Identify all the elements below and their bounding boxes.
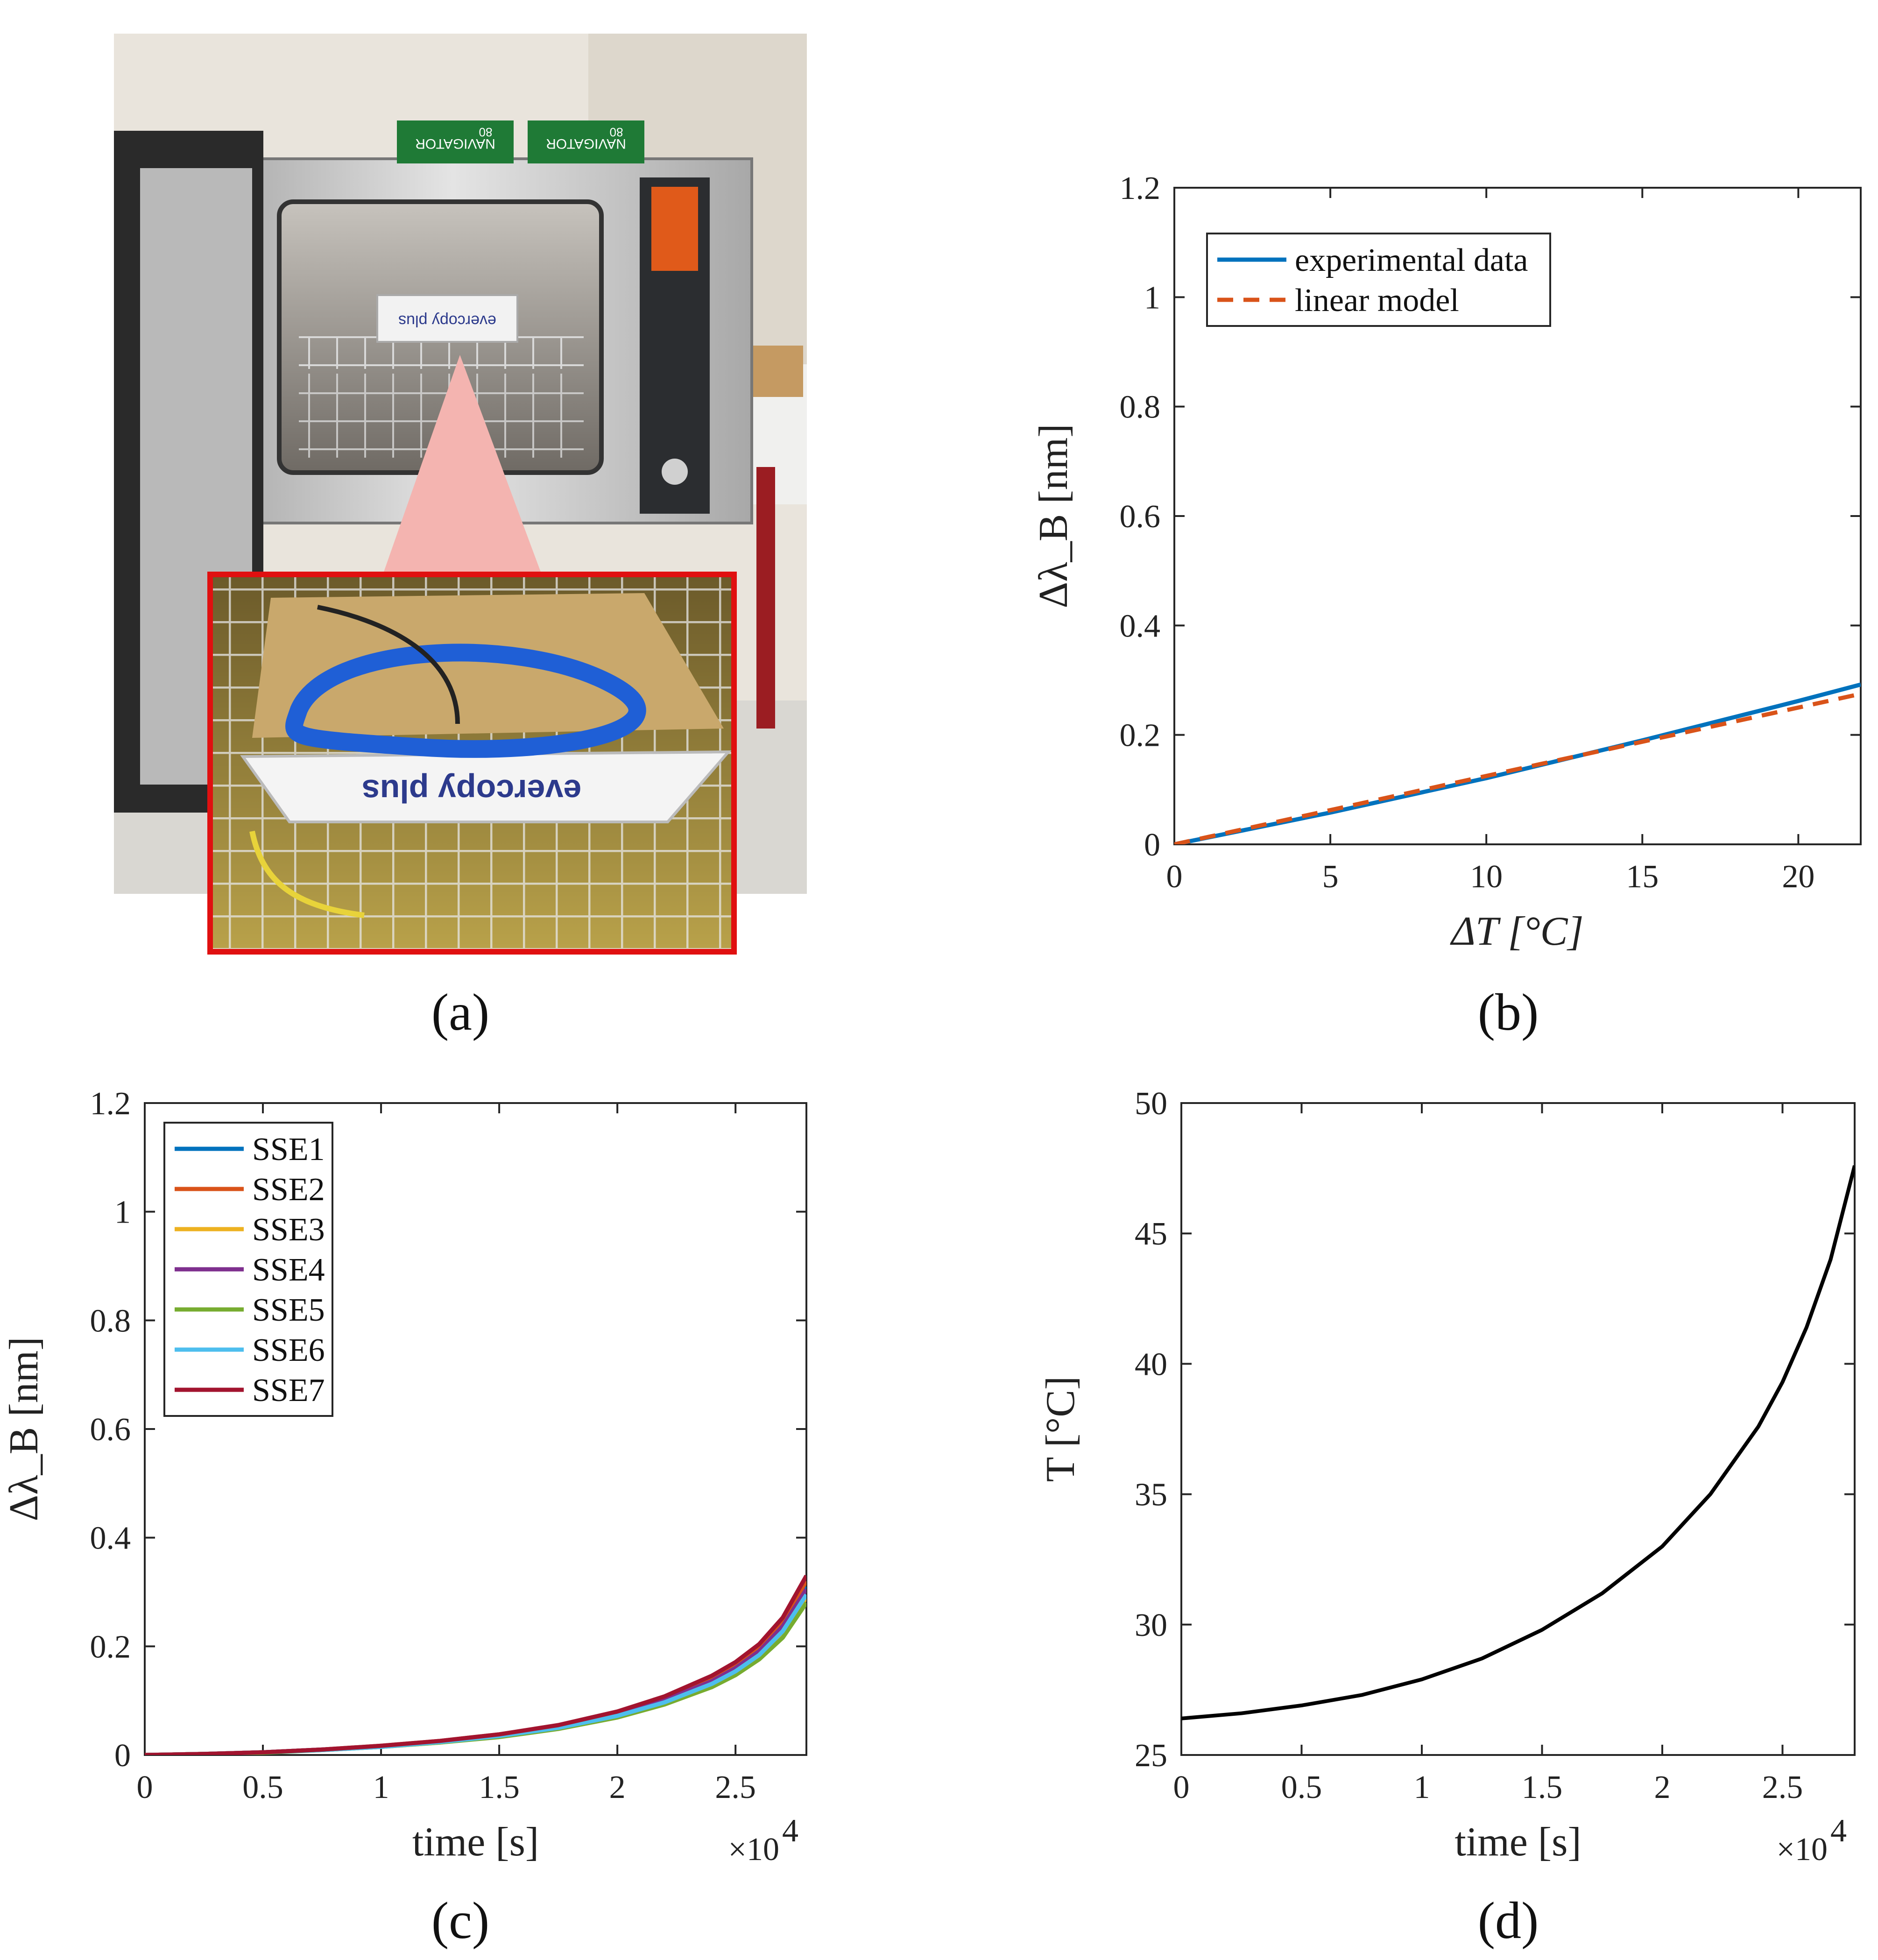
- y-tick-label: 0.8: [90, 1303, 131, 1339]
- x-tick-label: 0: [1173, 1769, 1190, 1805]
- legend-label: SSE6: [252, 1332, 325, 1368]
- x-axis-label: time [s]: [412, 1819, 539, 1865]
- inset-box-front: [240, 750, 732, 823]
- x-tick-label: 0: [137, 1769, 153, 1805]
- y-axis-label: Δλ_B [nm]: [1031, 424, 1076, 608]
- paper-ream-2: [528, 120, 644, 163]
- inset-border: [207, 572, 737, 955]
- x-tick-label: 1: [373, 1769, 389, 1805]
- y-tick-label: 50: [1135, 1086, 1167, 1122]
- plot-frame: [1180, 1102, 1856, 1756]
- paper-ream-1: [397, 120, 514, 163]
- panel-d-caption: (d): [1478, 1892, 1539, 1950]
- paper-ream-2-label: NAVIGATOR: [546, 136, 626, 151]
- inset-patch-cord: [249, 830, 365, 918]
- inset-sensor-ring: [285, 644, 646, 758]
- y-tick-label: 30: [1135, 1607, 1167, 1643]
- series-line-linear-model: [1174, 692, 1861, 844]
- control-knob: [662, 459, 688, 485]
- y-tick-label: 1: [1144, 280, 1160, 316]
- panel-a-photo: evercopy plus NAVIGATOR NAVIGATOR 80 80 …: [114, 34, 807, 1041]
- x-tick-label: 15: [1626, 859, 1659, 895]
- y-tick-label: 0.6: [1120, 499, 1161, 535]
- x-tick-label: 1: [1414, 1769, 1430, 1805]
- panel-c-caption: (c): [431, 1892, 489, 1950]
- y-tick-label: 1.2: [90, 1086, 131, 1122]
- inset-box-text: evercopy plus: [362, 773, 582, 809]
- x-tick-label: 20: [1782, 859, 1814, 895]
- x-tick-label: 0.5: [1281, 1769, 1322, 1805]
- paper-ream-1-label: NAVIGATOR: [415, 136, 495, 151]
- y-tick-label: 25: [1135, 1738, 1167, 1774]
- chart-b: 0 5 10 15 20 0 0.2 0.4 0.6 0.8 1 1.2 ΔT [°C] Δλ_B [nm…: [1031, 170, 1862, 954]
- y-tick-label: 1.2: [1120, 170, 1161, 206]
- x-scale-exponent: 4: [1830, 1813, 1847, 1849]
- x-scale-exponent: 4: [782, 1813, 798, 1849]
- x-tick-label: 2: [609, 1769, 626, 1805]
- y-tick-label: 0.4: [1120, 608, 1161, 644]
- panel-a-caption: (a): [431, 984, 489, 1041]
- panel-b-caption: (b): [1478, 984, 1539, 1041]
- zoom-callout: [383, 355, 542, 574]
- table-leg: [756, 467, 775, 729]
- legend-label: SSE1: [252, 1132, 325, 1168]
- y-tick-label: 35: [1135, 1477, 1167, 1513]
- control-panel-display: [651, 187, 698, 271]
- y-tick-label: 0: [1144, 827, 1160, 863]
- legend-label: SSE7: [252, 1373, 325, 1408]
- box-in-oven: [376, 294, 518, 343]
- legend-label: SSE2: [252, 1172, 325, 1208]
- chart-d: 0 0.5 1 1.5 2 2.5 25 30 35 40 45 50 time [s] T [°C] ×1…: [1038, 1086, 1856, 1868]
- y-tick-label: 0.2: [90, 1629, 131, 1665]
- x-tick-label: 1.5: [1522, 1769, 1563, 1805]
- y-tick-label: 0.4: [90, 1521, 131, 1557]
- y-tick-label: 0.8: [1120, 389, 1161, 425]
- series-line-temperature: [1181, 1165, 1855, 1720]
- y-tick-label: 0.6: [90, 1412, 131, 1448]
- y-tick-label: 0.2: [1120, 718, 1161, 754]
- x-tick-label: 2.5: [1762, 1769, 1803, 1805]
- paper-ream-2-count: 80: [610, 125, 623, 139]
- y-tick-label: 45: [1135, 1216, 1167, 1252]
- y-axis-label: Δλ_B [nm]: [1, 1337, 47, 1521]
- legend-box: [1206, 233, 1551, 327]
- x-scale-multiplier: ×10: [728, 1832, 779, 1868]
- legend-label: SSE4: [252, 1252, 325, 1288]
- y-tick-label: 1: [114, 1195, 131, 1231]
- x-tick-label: 2: [1654, 1769, 1671, 1805]
- x-axis-label: time [s]: [1454, 1819, 1581, 1865]
- x-tick-label: 0: [1166, 859, 1183, 895]
- series-line-sse7: [145, 1574, 806, 1755]
- x-scale-multiplier: ×10: [1777, 1832, 1828, 1868]
- x-tick-label: 2.5: [715, 1769, 756, 1805]
- inset-fiber-cable: [317, 605, 460, 724]
- legend-label: linear model: [1295, 283, 1459, 318]
- paper-ream-1-count: 80: [479, 125, 493, 139]
- y-tick-label: 0: [114, 1738, 131, 1774]
- y-tick-label: 40: [1135, 1346, 1167, 1382]
- legend-label: SSE5: [252, 1292, 325, 1328]
- y-axis-label: T [°C]: [1038, 1376, 1083, 1482]
- x-tick-label: 0.5: [242, 1769, 283, 1805]
- chart-c: 0 0.5 1 1.5 2 2.5 0 0.2 0.4 0.6 0.8 1 1.2 time [s] Δλ_…: [1, 1086, 807, 1868]
- x-tick-label: 1.5: [479, 1769, 520, 1805]
- inset-photo: evercopy plus: [207, 572, 737, 955]
- inset-box-interior: [252, 593, 724, 738]
- legend-label: SSE3: [252, 1212, 325, 1248]
- legend-label: experimental data: [1295, 242, 1528, 278]
- x-tick-label: 5: [1322, 859, 1339, 895]
- box-in-oven-text: evercopy plus: [398, 312, 496, 330]
- x-axis-label: ΔT [°C]: [1450, 909, 1583, 954]
- x-tick-label: 10: [1470, 859, 1503, 895]
